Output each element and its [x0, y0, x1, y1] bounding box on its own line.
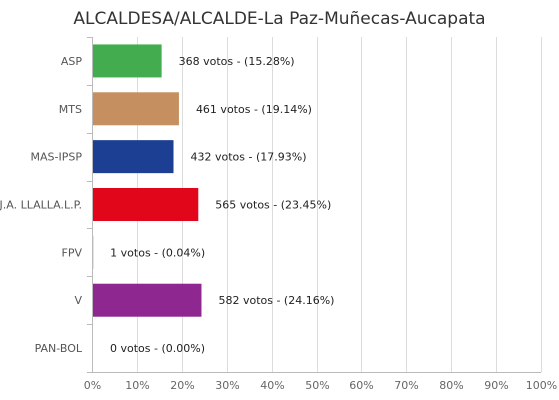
- data-labels: 368 votos - (15.28%) 461 votos - (19.14%)…: [110, 55, 334, 355]
- data-label: 565 votos - (23.45%): [215, 199, 331, 212]
- bar: [93, 92, 179, 126]
- bar: [93, 140, 174, 174]
- data-label: 582 votos - (24.16%): [218, 294, 334, 307]
- x-tick-label: 30%: [215, 379, 239, 392]
- data-label: 432 votos - (17.93%): [191, 151, 307, 164]
- category-label: MAS-IPSP: [31, 151, 83, 164]
- bar: [93, 44, 162, 78]
- category-label: MTS: [59, 103, 82, 116]
- x-tick-label: 90%: [484, 379, 508, 392]
- data-label: 461 votos - (19.14%): [196, 103, 312, 116]
- category-label: FPV: [62, 246, 83, 259]
- x-tick-label: 0%: [84, 379, 101, 392]
- category-label: ASP: [61, 55, 83, 68]
- x-tick-label: 20%: [170, 379, 194, 392]
- axes: [87, 37, 541, 373]
- data-label: 1 votos - (0.04%): [110, 246, 205, 259]
- bar: [93, 188, 199, 221]
- bar: [93, 283, 202, 317]
- x-tick-label: 40%: [260, 379, 284, 392]
- bars: [93, 44, 202, 317]
- data-label: 368 votos - (15.28%): [179, 55, 295, 68]
- category-label: J.A. LLALLA.L.P.: [0, 199, 82, 212]
- x-tick-label: 60%: [349, 379, 373, 392]
- x-tick-label: 70%: [394, 379, 418, 392]
- x-tick-label: 100%: [526, 379, 557, 392]
- category-labels: ASP MTS MAS-IPSP J.A. LLALLA.L.P. FPV V PAN-BO…: [0, 55, 83, 355]
- x-tick-labels: 0% 10% 20% 30% 40% 50% 60% 70% 80% 90% 100%: [84, 379, 557, 392]
- x-tick-label: 80%: [439, 379, 463, 392]
- category-label: PAN-BOL: [35, 342, 83, 355]
- category-label: V: [74, 294, 82, 307]
- data-label: 0 votos - (0.00%): [110, 342, 205, 355]
- chart-title: ALCALDESA/ALCALDE-La Paz-Muñecas-Aucapat…: [73, 9, 485, 29]
- x-tick-label: 50%: [305, 379, 329, 392]
- x-tick-label: 10%: [125, 379, 149, 392]
